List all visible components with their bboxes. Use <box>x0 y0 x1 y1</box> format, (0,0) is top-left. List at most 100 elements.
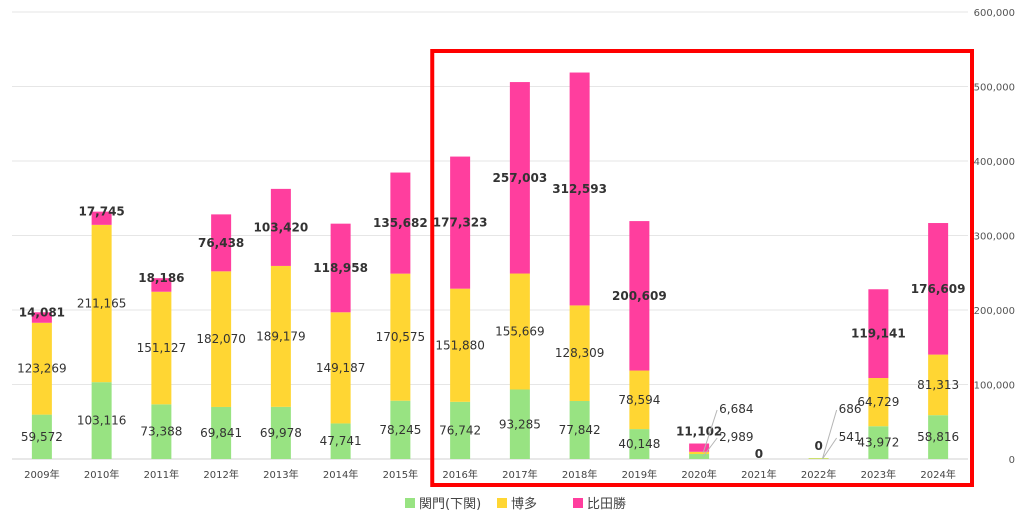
x-tick-label: 2012年 <box>203 468 238 481</box>
bar-segment-hitakatsu <box>330 223 351 313</box>
x-tick-label: 2010年 <box>84 468 119 481</box>
leader-line <box>822 409 838 459</box>
bar-segment-kanmon <box>689 454 710 459</box>
bar-segment-hitakatsu <box>689 443 710 452</box>
bar-segment-hitakatsu <box>151 278 172 292</box>
data-label: 81,313 <box>917 378 959 392</box>
data-label: 119,141 <box>851 327 906 341</box>
data-label: 11,102 <box>676 425 722 439</box>
data-label: 59,572 <box>21 430 63 444</box>
data-label: 73,388 <box>140 425 182 439</box>
bar-segment-hitakatsu <box>91 211 112 225</box>
bar-segment-hitakatsu <box>928 223 949 355</box>
x-tick-label: 2018年 <box>562 468 597 481</box>
highlight-rectangle <box>430 49 974 487</box>
x-tick-label: 2023年 <box>861 468 896 481</box>
data-label: 123,269 <box>17 362 67 376</box>
bar-segment-kanmon <box>91 382 112 459</box>
x-tick-label: 2016年 <box>442 468 477 481</box>
bar-segment-hakata <box>390 273 411 401</box>
x-tick-label: 2017年 <box>502 468 537 481</box>
x-tick-label: 2011年 <box>144 468 179 481</box>
x-tick-label: 2015年 <box>383 468 418 481</box>
bar-segment-kanmon <box>270 406 291 459</box>
bar-segment-hitakatsu <box>390 172 411 274</box>
data-label: 2,989 <box>719 430 753 444</box>
x-tick-label: 2022年 <box>801 468 836 481</box>
data-label: 93,285 <box>499 417 541 431</box>
legend-swatch <box>573 498 583 508</box>
data-label: 686 <box>839 402 862 416</box>
leader-line <box>702 409 718 454</box>
data-label: 47,741 <box>320 434 362 448</box>
bar-segment-hakata <box>509 273 530 390</box>
legend-label: 比田勝 <box>587 497 626 512</box>
bar-segment-hakata <box>629 370 650 430</box>
bar-segment-kanmon <box>509 389 530 459</box>
bar-segment-hakata <box>330 312 351 424</box>
data-label: 77,842 <box>559 423 601 437</box>
data-label: 149,187 <box>316 361 366 375</box>
x-tick-label: 2019年 <box>622 468 657 481</box>
data-label: 151,127 <box>137 341 187 355</box>
bar-segment-hitakatsu <box>509 82 530 274</box>
y-tick-label: 500,000 <box>974 83 1015 94</box>
bar-segment-hitakatsu <box>270 188 291 266</box>
bar-segment-hakata <box>689 451 710 455</box>
data-label: 78,594 <box>618 393 660 407</box>
legend-label: 博多 <box>511 496 537 512</box>
bar-segment-hitakatsu <box>569 72 590 306</box>
data-label: 135,682 <box>373 216 428 230</box>
data-label: 14,081 <box>19 305 65 319</box>
y-tick-label: 400,000 <box>974 157 1015 168</box>
bar-segment-hakata <box>31 322 52 415</box>
data-label: 128,309 <box>555 346 605 360</box>
bar-segment-kanmon <box>868 426 889 459</box>
bar-segment-hakata <box>270 265 291 407</box>
x-tick-label: 2013年 <box>263 468 298 481</box>
y-tick-label: 300,000 <box>974 232 1015 243</box>
data-label: 151,880 <box>435 338 485 352</box>
leader-line <box>822 437 838 460</box>
data-label: 43,972 <box>857 436 899 450</box>
data-label: 170,575 <box>376 330 426 344</box>
bar-segment-kanmon <box>211 406 232 459</box>
data-label: 177,323 <box>433 216 488 230</box>
data-label: 155,669 <box>495 325 545 339</box>
data-label: 18,186 <box>138 271 184 285</box>
data-label: 103,420 <box>254 220 309 234</box>
bar-segment-hitakatsu <box>629 221 650 371</box>
data-label: 182,070 <box>196 332 246 346</box>
data-label: 17,745 <box>78 205 124 219</box>
data-label: 58,816 <box>917 430 959 444</box>
data-label: 69,978 <box>260 426 302 440</box>
bar-segment-hakata <box>151 291 172 405</box>
x-tick-label: 2024年 <box>920 468 955 481</box>
bar-segment-hitakatsu <box>868 289 889 379</box>
bar-segment-hakata <box>211 271 232 407</box>
data-label: 211,165 <box>77 297 127 311</box>
legend-label: 関門(下関) <box>419 497 481 512</box>
x-tick-label: 2021年 <box>741 468 776 481</box>
bar-segment-hakata <box>450 288 471 402</box>
data-label: 118,958 <box>313 261 368 275</box>
legend-swatch <box>405 498 415 508</box>
data-label: 312,593 <box>552 182 607 196</box>
leader-line <box>702 437 718 457</box>
bar-segment-kanmon <box>151 404 172 459</box>
bar-segment-kanmon <box>31 414 52 459</box>
y-tick-label: 100,000 <box>974 381 1015 392</box>
bar-segment-kanmon <box>808 458 829 459</box>
data-label: 541 <box>839 430 862 444</box>
data-label: 200,609 <box>612 289 667 303</box>
legend-swatch <box>497 498 507 508</box>
data-label: 76,438 <box>198 236 244 250</box>
data-label: 76,742 <box>439 423 481 437</box>
bar-segment-hakata <box>569 305 590 402</box>
bar-segment-kanmon <box>450 401 471 459</box>
bar-segment-hakata <box>868 378 889 427</box>
bar-segment-hakata <box>91 224 112 383</box>
data-label: 64,729 <box>857 395 899 409</box>
data-label: 6,684 <box>719 402 753 416</box>
